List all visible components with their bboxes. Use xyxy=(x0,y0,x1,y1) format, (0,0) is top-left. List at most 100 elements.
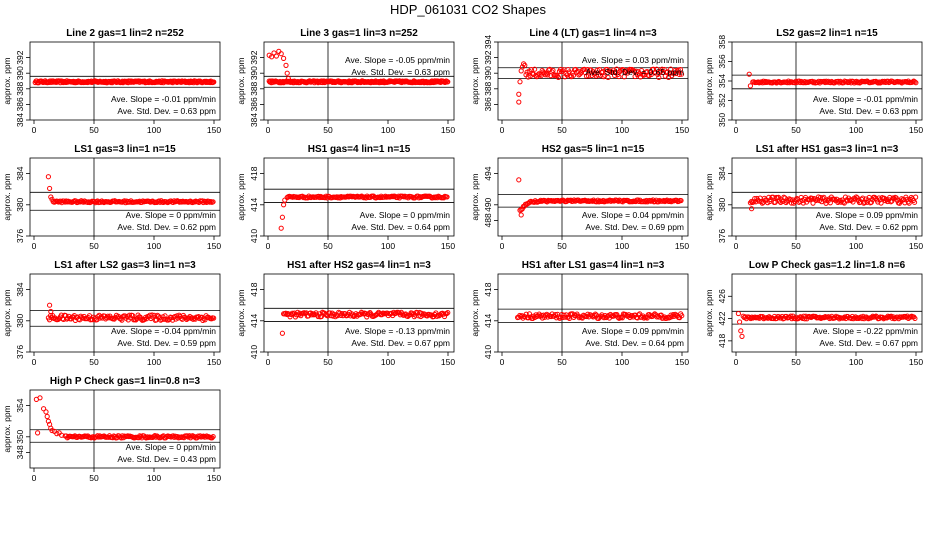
data-point xyxy=(738,328,744,334)
std-dev-annotation: Ave. Std. Dev. = 0.62 ppm xyxy=(819,222,918,232)
data-point xyxy=(656,74,662,81)
data-point xyxy=(210,433,216,440)
data-point xyxy=(787,197,793,203)
slope-annotation: Ave. Slope = 0.04 ppm/min xyxy=(582,210,684,220)
plot-frame xyxy=(29,157,221,237)
std-dev-annotation: Ave. Std. Dev. = 0.67 ppm xyxy=(819,338,918,348)
y-tick-label: 354 xyxy=(15,398,25,412)
panel-title: Line 4 (LT) gas=1 lin=4 n=3 xyxy=(529,28,657,39)
std-dev-annotation: Ave. Std. Dev. = 0.64 ppm xyxy=(351,222,450,232)
slope-annotation: Ave. Slope = 0.09 ppm/min xyxy=(816,210,918,220)
y-tick-label: 390 xyxy=(483,66,493,80)
data-point xyxy=(810,200,816,206)
plot-frame xyxy=(29,389,221,469)
data-point xyxy=(621,74,627,80)
data-point xyxy=(659,66,665,72)
y-tick-label: 384 xyxy=(717,166,727,180)
y-axis-label: approx. ppm xyxy=(2,405,12,452)
x-tick-label: 100 xyxy=(381,241,395,251)
data-point xyxy=(747,200,754,206)
std-dev-annotation: Ave. Std. Dev. = 0.65 ppm xyxy=(585,67,684,77)
x-tick-label: 100 xyxy=(381,125,395,135)
x-tick-label: 150 xyxy=(441,241,455,251)
y-tick-label: 390 xyxy=(249,66,259,80)
panel-title: HS1 gas=4 lin=1 n=15 xyxy=(308,144,411,155)
y-tick-label: 418 xyxy=(483,282,493,296)
data-point xyxy=(522,62,528,69)
data-point xyxy=(675,67,681,73)
y-tick-label: 376 xyxy=(717,229,727,243)
data-point xyxy=(679,313,685,319)
std-dev-annotation: Ave. Std. Dev. = 0.67 ppm xyxy=(351,338,450,348)
y-tick-label: 414 xyxy=(483,313,493,327)
page-title: HDP_061031 CO2 Shapes xyxy=(389,2,547,17)
y-tick-label: 384 xyxy=(15,113,25,127)
x-tick-label: 0 xyxy=(734,357,739,367)
panel-title: LS1 after HS1 gas=3 lin=1 n=3 xyxy=(756,144,899,155)
x-tick-label: 100 xyxy=(147,357,161,367)
data-point xyxy=(668,66,674,72)
data-point xyxy=(359,310,366,316)
y-tick-label: 418 xyxy=(249,166,259,180)
y-tick-label: 388 xyxy=(483,81,493,95)
data-point xyxy=(49,427,55,434)
data-point xyxy=(749,206,755,212)
x-tick-label: 150 xyxy=(441,357,455,367)
data-point xyxy=(309,312,315,318)
chart-panel: Line 3 gas=1 lin=3 n=252 0 50 100 150 384 386 3… xyxy=(236,28,455,135)
data-point xyxy=(809,195,815,201)
slope-annotation: Ave. Slope = -0.05 ppm/min xyxy=(345,55,450,65)
data-point xyxy=(676,71,682,78)
y-tick-label: 410 xyxy=(483,345,493,359)
data-point xyxy=(210,199,216,205)
data-point xyxy=(37,395,43,401)
data-point xyxy=(819,199,825,205)
std-dev-annotation: Ave. Std. Dev. = 0.43 ppm xyxy=(117,454,216,464)
data-point xyxy=(315,313,321,320)
chart-panel: LS1 after HS1 gas=3 lin=1 n=3 0 50 100 150 37… xyxy=(704,144,923,251)
y-tick-label: 388 xyxy=(249,81,259,95)
x-tick-label: 150 xyxy=(675,357,689,367)
plot-frame xyxy=(731,157,923,237)
data-point xyxy=(209,435,215,441)
x-tick-label: 150 xyxy=(675,125,689,135)
y-axis-label: approx. ppm xyxy=(236,173,246,220)
y-tick-label: 352 xyxy=(717,93,727,107)
y-tick-label: 384 xyxy=(249,113,259,127)
slope-annotation: Ave. Slope = -0.04 ppm/min xyxy=(111,326,216,336)
data-point xyxy=(868,199,874,205)
data-point xyxy=(616,73,622,80)
panel-title: High P Check gas=1 lin=0.8 n=3 xyxy=(50,376,201,387)
data-point xyxy=(43,409,49,415)
data-point xyxy=(581,66,587,72)
data-point xyxy=(913,194,919,200)
data-point xyxy=(327,310,333,316)
x-tick-label: 50 xyxy=(323,357,333,367)
std-dev-annotation: Ave. Std. Dev. = 0.63 ppm xyxy=(117,106,216,116)
x-tick-label: 50 xyxy=(791,357,801,367)
data-point xyxy=(278,225,284,231)
data-point xyxy=(677,67,684,73)
panel-title: HS1 after HS2 gas=4 lin=1 n=3 xyxy=(287,260,431,271)
chart-panel: HS1 gas=4 lin=1 n=15 0 50 100 150 410 414 418ap… xyxy=(236,144,455,251)
x-tick-label: 0 xyxy=(32,357,37,367)
data-point xyxy=(583,73,590,79)
x-tick-label: 100 xyxy=(147,473,161,483)
plot-frame xyxy=(497,41,689,121)
data-point xyxy=(516,99,522,105)
data-point xyxy=(537,71,543,78)
x-tick-label: 150 xyxy=(207,125,221,135)
plot-frame xyxy=(731,273,923,353)
y-tick-label: 356 xyxy=(717,54,727,68)
data-point xyxy=(912,315,918,322)
chart-panel: LS2 gas=2 lin=1 n=15 0 50 100 150 350 352 354 35… xyxy=(704,28,923,135)
data-point xyxy=(560,68,566,74)
data-point xyxy=(678,71,685,77)
chart-panel: HS2 gas=5 lin=1 n=15 0 50 100 150 488 490 494ap… xyxy=(470,144,689,251)
data-point xyxy=(629,313,635,319)
x-tick-label: 50 xyxy=(791,241,801,251)
data-point xyxy=(591,312,597,319)
y-tick-label: 414 xyxy=(249,197,259,211)
x-tick-label: 50 xyxy=(557,357,567,367)
data-point xyxy=(535,72,541,78)
